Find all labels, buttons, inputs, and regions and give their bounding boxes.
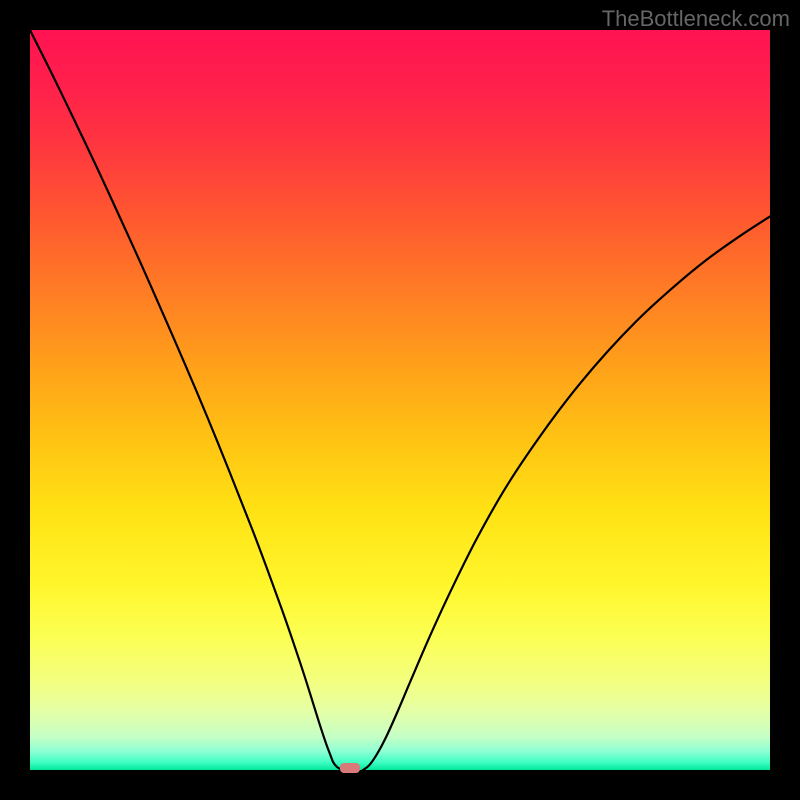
optimal-marker bbox=[340, 763, 360, 773]
bottleneck-curve bbox=[30, 30, 770, 770]
plot-area bbox=[30, 30, 770, 770]
watermark-text: TheBottleneck.com bbox=[602, 6, 790, 32]
chart-canvas: TheBottleneck.com bbox=[0, 0, 800, 800]
